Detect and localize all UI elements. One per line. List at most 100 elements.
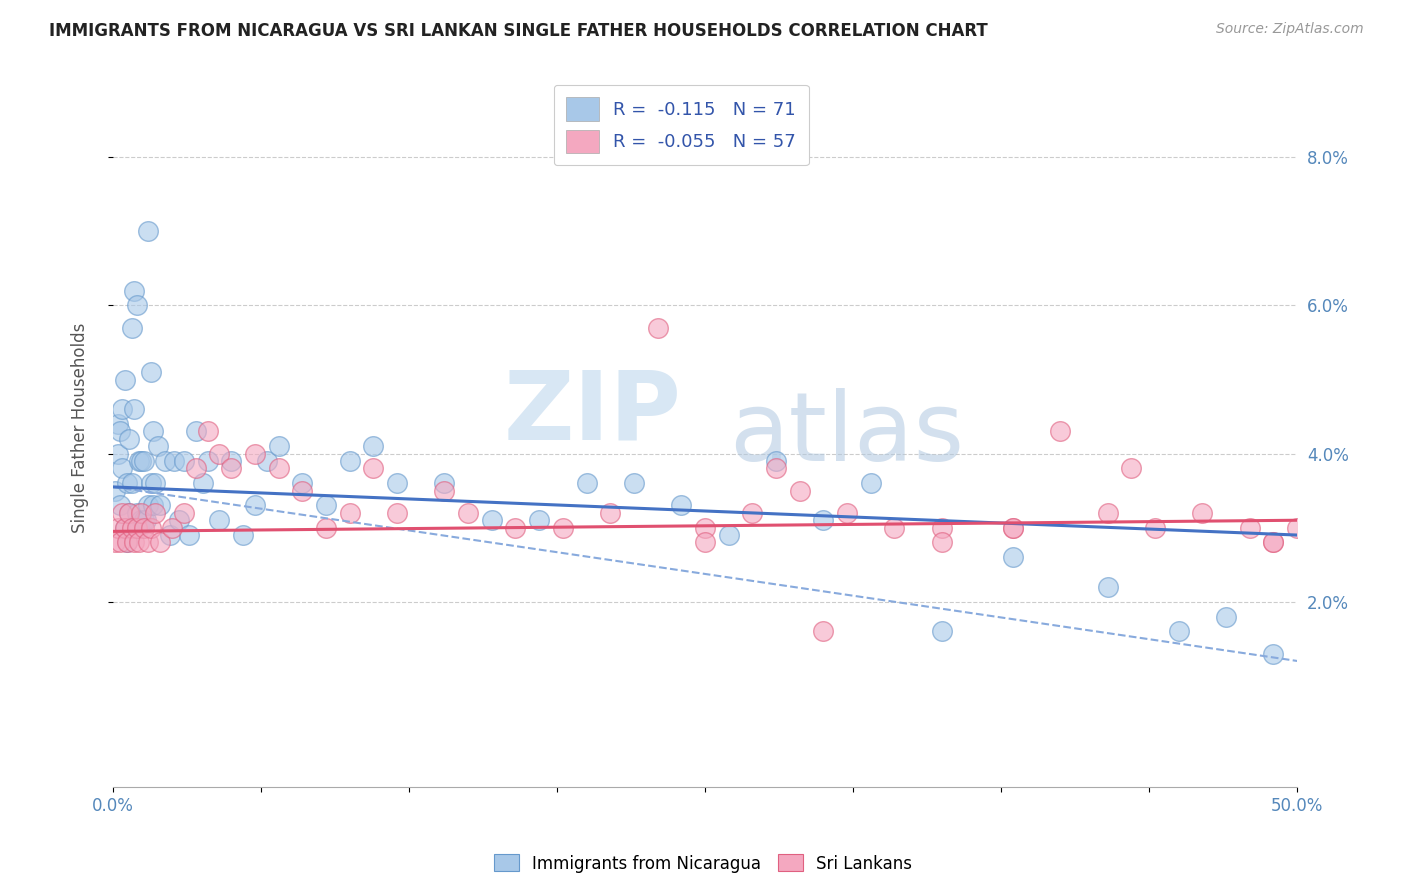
Point — [219, 461, 242, 475]
Point — [363, 461, 385, 475]
Point — [145, 476, 167, 491]
Point — [765, 461, 787, 475]
Point — [118, 506, 141, 520]
Point — [931, 521, 953, 535]
Legend: R =  -0.115   N = 71, R =  -0.055   N = 57: R = -0.115 N = 71, R = -0.055 N = 57 — [554, 85, 808, 165]
Point — [111, 461, 134, 475]
Point — [505, 521, 527, 535]
Point — [138, 224, 160, 238]
Point — [111, 506, 134, 520]
Point — [693, 535, 716, 549]
Point — [599, 506, 621, 520]
Point — [1143, 521, 1166, 535]
Point — [339, 454, 361, 468]
Point — [208, 513, 231, 527]
Text: IMMIGRANTS FROM NICARAGUA VS SRI LANKAN SINGLE FATHER HOUSEHOLDS CORRELATION CHA: IMMIGRANTS FROM NICARAGUA VS SRI LANKAN … — [49, 22, 988, 40]
Point — [1263, 647, 1285, 661]
Point — [363, 439, 385, 453]
Point — [118, 506, 141, 520]
Point — [931, 535, 953, 549]
Point — [145, 506, 167, 520]
Point — [481, 513, 503, 527]
Point — [129, 513, 152, 527]
Point — [527, 513, 550, 527]
Point — [813, 513, 835, 527]
Point — [132, 513, 155, 527]
Point — [315, 521, 337, 535]
Point — [125, 521, 148, 535]
Point — [118, 432, 141, 446]
Point — [138, 499, 160, 513]
Point — [173, 454, 195, 468]
Point — [883, 521, 905, 535]
Point — [138, 535, 160, 549]
Point — [1001, 521, 1024, 535]
Point — [256, 454, 278, 468]
Point — [128, 454, 150, 468]
Point — [173, 506, 195, 520]
Point — [931, 624, 953, 639]
Point — [551, 521, 574, 535]
Point — [197, 454, 219, 468]
Point — [128, 535, 150, 549]
Point — [385, 506, 408, 520]
Point — [114, 521, 136, 535]
Point — [115, 535, 138, 549]
Point — [291, 476, 314, 491]
Point — [765, 454, 787, 468]
Point — [835, 506, 858, 520]
Point — [315, 499, 337, 513]
Point — [153, 454, 176, 468]
Point — [693, 521, 716, 535]
Point — [104, 535, 127, 549]
Point — [1263, 535, 1285, 549]
Point — [1286, 521, 1309, 535]
Point — [135, 513, 157, 527]
Point — [132, 521, 155, 535]
Point — [163, 454, 186, 468]
Point — [219, 454, 242, 468]
Point — [125, 506, 148, 520]
Point — [114, 521, 136, 535]
Point — [122, 535, 145, 549]
Point — [433, 483, 456, 498]
Y-axis label: Single Father Households: Single Father Households — [72, 323, 89, 533]
Point — [1263, 535, 1285, 549]
Point — [859, 476, 882, 491]
Point — [184, 461, 207, 475]
Point — [267, 461, 290, 475]
Point — [104, 483, 127, 498]
Point — [108, 425, 131, 439]
Point — [1001, 550, 1024, 565]
Legend: Immigrants from Nicaragua, Sri Lankans: Immigrants from Nicaragua, Sri Lankans — [486, 847, 920, 880]
Point — [232, 528, 254, 542]
Point — [741, 506, 763, 520]
Point — [107, 521, 129, 535]
Point — [1097, 580, 1119, 594]
Point — [1215, 609, 1237, 624]
Point — [132, 454, 155, 468]
Point — [1191, 506, 1213, 520]
Point — [647, 320, 669, 334]
Point — [107, 447, 129, 461]
Point — [121, 521, 143, 535]
Point — [149, 499, 172, 513]
Text: Source: ZipAtlas.com: Source: ZipAtlas.com — [1216, 22, 1364, 37]
Point — [129, 506, 152, 520]
Point — [139, 521, 162, 535]
Point — [139, 365, 162, 379]
Point — [167, 513, 190, 527]
Point — [121, 320, 143, 334]
Point — [111, 402, 134, 417]
Point — [717, 528, 740, 542]
Point — [1121, 461, 1143, 475]
Point — [108, 535, 131, 549]
Point — [291, 483, 314, 498]
Point — [671, 499, 693, 513]
Point — [139, 476, 162, 491]
Point — [159, 528, 181, 542]
Point — [197, 425, 219, 439]
Point — [1239, 521, 1261, 535]
Point — [1001, 521, 1024, 535]
Point — [114, 372, 136, 386]
